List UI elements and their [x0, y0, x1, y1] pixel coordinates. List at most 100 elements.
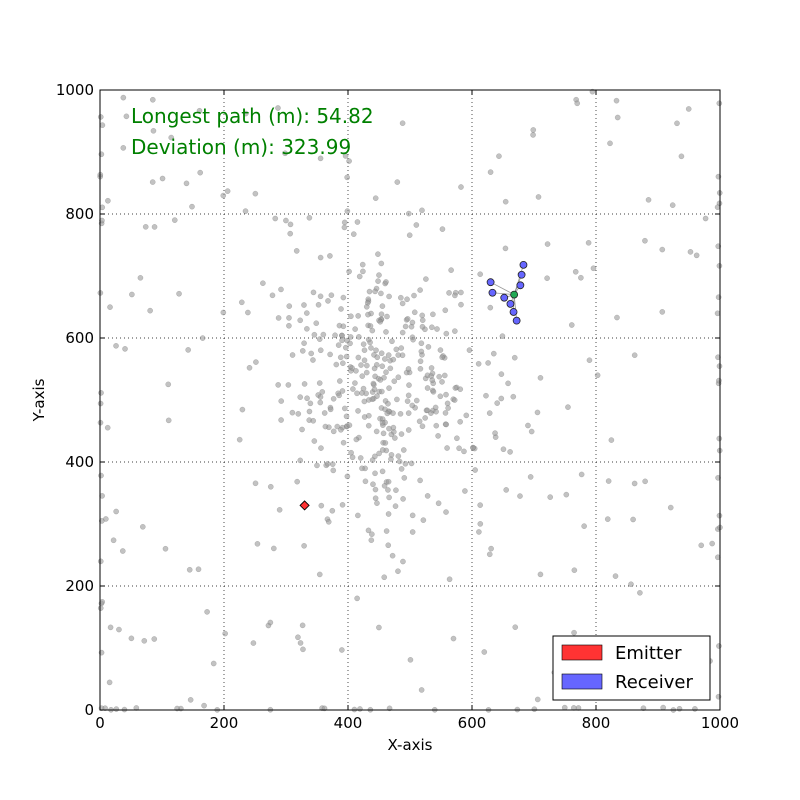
- background-point: [269, 292, 276, 299]
- background-point: [343, 413, 350, 420]
- background-point: [393, 346, 400, 353]
- background-point: [404, 296, 410, 303]
- legend-label-receiver: Receiver: [615, 672, 693, 693]
- background-point: [374, 354, 381, 361]
- background-point: [571, 629, 577, 636]
- background-point: [236, 436, 243, 443]
- background-point: [340, 439, 347, 446]
- background-point: [640, 705, 647, 712]
- background-point: [315, 301, 322, 308]
- background-point: [366, 288, 373, 295]
- receiver-point: [500, 293, 509, 302]
- background-point: [419, 423, 426, 430]
- background-point: [527, 474, 534, 480]
- background-point: [637, 589, 643, 596]
- background-point: [97, 419, 104, 426]
- background-point: [306, 214, 313, 221]
- background-point: [369, 457, 376, 463]
- background-point: [405, 410, 412, 416]
- background-point: [442, 410, 449, 416]
- background-point: [381, 482, 388, 489]
- background-point: [698, 542, 705, 549]
- background-point: [373, 428, 380, 435]
- background-point: [378, 350, 385, 357]
- background-point: [346, 158, 352, 164]
- background-point: [396, 458, 403, 465]
- background-point: [318, 502, 325, 509]
- background-point: [201, 702, 207, 709]
- background-point: [129, 291, 135, 298]
- background-point: [116, 626, 122, 633]
- background-point: [220, 192, 227, 199]
- receiver-point: [486, 278, 495, 287]
- background-point: [347, 334, 354, 340]
- background-point: [685, 106, 692, 112]
- background-point: [342, 153, 349, 159]
- background-point: [370, 481, 376, 488]
- background-point: [245, 309, 251, 316]
- background-point: [340, 294, 347, 301]
- background-point: [285, 382, 292, 388]
- background-point: [321, 410, 328, 416]
- background-point: [715, 474, 721, 481]
- background-point: [278, 417, 284, 423]
- background-point: [343, 353, 350, 360]
- background-point: [286, 322, 292, 329]
- background-point: [472, 467, 479, 473]
- background-point: [376, 450, 382, 457]
- background-point: [301, 381, 308, 387]
- background-point: [330, 428, 337, 435]
- background-point: [631, 480, 638, 487]
- background-point: [348, 313, 354, 320]
- background-point: [313, 320, 320, 327]
- background-point: [404, 315, 411, 322]
- background-point: [239, 406, 246, 413]
- background-point: [186, 566, 193, 573]
- background-point: [254, 540, 261, 547]
- background-point: [358, 362, 364, 368]
- background-point: [165, 381, 172, 388]
- background-point: [107, 624, 114, 631]
- background-point: [384, 313, 390, 320]
- background-point: [457, 418, 464, 425]
- background-point: [383, 279, 389, 285]
- background-point: [339, 360, 346, 367]
- background-point: [375, 278, 381, 284]
- background-point: [693, 252, 700, 259]
- background-point: [492, 430, 498, 436]
- background-point: [97, 400, 104, 407]
- background-point: [387, 365, 394, 372]
- background-point: [488, 545, 494, 552]
- background-point: [370, 380, 377, 387]
- background-point: [357, 455, 364, 461]
- background-point: [346, 422, 353, 429]
- background-point: [715, 354, 721, 361]
- background-point: [314, 462, 320, 469]
- background-point: [369, 327, 376, 334]
- y-tick-label: 800: [65, 205, 94, 223]
- background-point: [486, 551, 493, 558]
- background-point: [537, 571, 544, 578]
- background-point: [586, 357, 593, 364]
- background-point: [344, 174, 351, 181]
- background-point: [297, 394, 304, 400]
- background-point: [476, 529, 482, 535]
- background-point: [530, 132, 536, 138]
- background-point: [340, 323, 347, 330]
- background-point: [561, 704, 568, 711]
- background-point: [420, 517, 427, 523]
- background-point: [224, 188, 231, 194]
- background-point: [398, 466, 405, 472]
- background-point: [571, 567, 578, 574]
- background-point: [434, 326, 440, 332]
- y-tick-label: 400: [65, 453, 94, 471]
- background-point: [113, 508, 120, 515]
- background-point: [286, 315, 292, 321]
- background-point: [659, 246, 666, 253]
- background-point: [119, 548, 126, 554]
- background-point: [391, 378, 398, 385]
- background-point: [419, 207, 425, 214]
- background-point: [503, 487, 510, 493]
- background-point: [454, 435, 460, 442]
- background-point: [299, 426, 305, 433]
